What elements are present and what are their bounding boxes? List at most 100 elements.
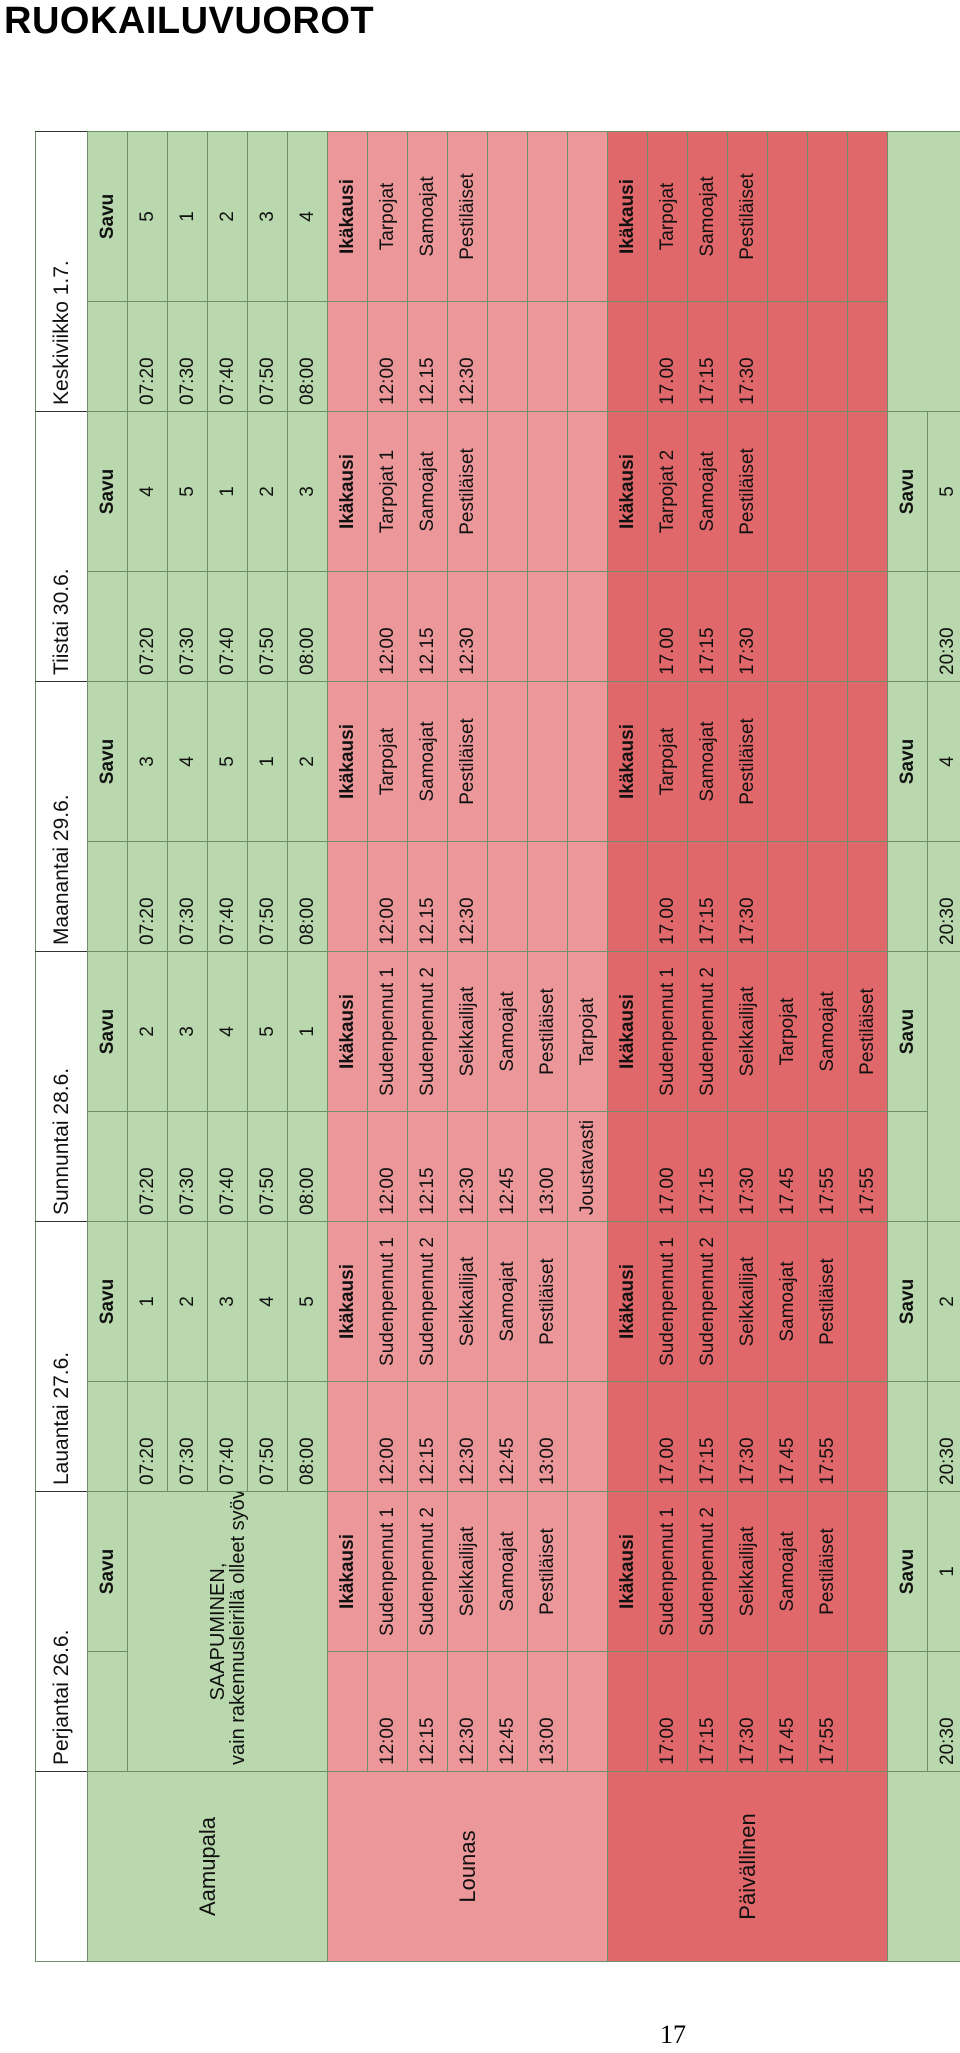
age-group-cell — [847, 411, 888, 572]
time-cell — [567, 1651, 608, 1772]
age-group-cell: Seikkailijat — [447, 1491, 488, 1652]
time-cell — [527, 571, 568, 682]
time-cell — [487, 841, 528, 952]
age-group-cell: Seikkailijat — [727, 951, 768, 1112]
time-cell: 17:55 — [847, 1111, 888, 1222]
paivallinen-row: 17:30 Seikkailijat 17:30 Seikkailijat 17:30 S… — [727, 131, 768, 1962]
time-cell: 17:15 — [687, 841, 728, 952]
savu-number: 2 — [207, 131, 248, 302]
time-cell: 12.15 — [407, 841, 448, 952]
time-cell: 13:00 — [527, 1651, 568, 1772]
savu-header: Savu — [87, 1491, 128, 1652]
ikakausi-header: Ikäkausi — [327, 131, 368, 302]
age-group-cell: Tarpojat — [647, 131, 688, 302]
age-group-cell — [807, 411, 848, 572]
time-cell: 08:00 — [287, 1381, 328, 1492]
time-cell: 17:55 — [807, 1381, 848, 1492]
age-group-cell: Sudenpennut 1 — [647, 1491, 688, 1652]
time-cell: 07:40 — [207, 841, 248, 952]
age-group-cell: Pestiläiset — [527, 951, 568, 1112]
ikakausi-header: Ikäkausi — [607, 1221, 648, 1382]
savu-header: Savu — [87, 951, 128, 1112]
time-cell — [847, 301, 888, 412]
time-cell: 07:30 — [167, 571, 208, 682]
time-cell: 17:30 — [727, 1111, 768, 1222]
savu-number: 1 — [127, 1221, 168, 1382]
savu-number: 3 — [167, 951, 208, 1112]
time-header-blank — [887, 571, 928, 682]
age-group-cell — [487, 131, 528, 302]
age-group-cell: Sudenpennut 2 — [407, 1491, 448, 1652]
time-cell: 13:00 — [527, 1111, 568, 1222]
age-group-cell: Pestiläiset — [807, 1491, 848, 1652]
time-cell: 20:30 — [927, 1381, 960, 1492]
age-group-cell: Samoajat — [687, 131, 728, 302]
time-cell — [487, 301, 528, 412]
age-group-cell — [847, 1221, 888, 1382]
age-group-cell — [567, 411, 608, 572]
time-cell: 07:20 — [127, 571, 168, 682]
time-header-blank — [607, 571, 648, 682]
time-cell: 12:00 — [367, 1651, 408, 1772]
age-group-cell: Seikkailijat — [447, 1221, 488, 1382]
time-header-blank — [887, 1381, 928, 1492]
savu-header: Savu — [87, 411, 128, 572]
time-header-blank — [327, 1381, 368, 1492]
time-cell: 17:15 — [687, 1651, 728, 1772]
age-group-cell: Pestiläiset — [807, 1221, 848, 1382]
schedule-table: Perjantai 26.6. Lauantai 27.6. Sunnuntai 2… — [35, 131, 960, 1962]
time-cell: 17:30 — [727, 1651, 768, 1772]
time-cell: 12:00 — [367, 301, 408, 412]
ikakausi-header: Ikäkausi — [607, 951, 648, 1112]
age-group-cell: Sudenpennut 1 — [367, 951, 408, 1112]
age-group-cell — [847, 131, 888, 302]
time-cell: 07:50 — [247, 571, 288, 682]
time-cell: 12:45 — [487, 1111, 528, 1222]
joustavasti-cell: Joustavasti — [567, 1111, 608, 1222]
age-group-cell: Tarpojat 2 — [647, 411, 688, 572]
time-cell: 17:15 — [687, 1381, 728, 1492]
ikakausi-header: Ikäkausi — [327, 1491, 368, 1652]
time-cell — [847, 571, 888, 682]
time-cell: 17.00 — [647, 841, 688, 952]
time-header-blank — [607, 301, 648, 412]
age-group-cell: Samoajat — [487, 1221, 528, 1382]
age-group-cell: Seikkailijat — [727, 1491, 768, 1652]
time-header-blank — [327, 1651, 368, 1772]
savu-number: 5 — [207, 681, 248, 842]
age-group-cell: Sudenpennut 1 — [647, 951, 688, 1112]
time-cell: 17:30 — [727, 301, 768, 412]
age-group-cell: Pestiläiset — [447, 411, 488, 572]
time-cell: 17:15 — [687, 571, 728, 682]
paivallinen-row: 17.45 Samoajat 17.45 Samoajat 17.45 Tarpojat — [767, 131, 808, 1962]
time-cell: 08:00 — [287, 1111, 328, 1222]
age-group-cell: Pestiläiset — [447, 681, 488, 842]
time-cell: 17.00 — [647, 1381, 688, 1492]
iltapala-header-row: IltapalaSavuSavuSavuSavuSavuKOTIIN, vain… — [887, 131, 960, 1962]
time-header-blank — [607, 1651, 648, 1772]
age-group-cell: Sudenpennut 1 — [367, 1221, 408, 1382]
age-group-cell: Tarpojat — [567, 951, 608, 1112]
time-cell — [807, 301, 848, 412]
savu-number: 2 — [287, 681, 328, 842]
time-cell: 12:15 — [407, 1381, 448, 1492]
schedule-rotated-container: Perjantai 26.6. Lauantai 27.6. Sunnuntai 2… — [35, 131, 960, 1962]
time-header-blank — [887, 1651, 928, 1772]
paivallinen-label: Päivällinen — [607, 1771, 888, 1962]
savu-number: 1 — [287, 951, 328, 1112]
savu-header: Savu — [87, 681, 128, 842]
time-header-blank — [87, 1111, 128, 1222]
age-group-cell: Samoajat — [407, 411, 448, 572]
day-header: Keskiviikko 1.7. — [35, 131, 88, 412]
time-cell: 08:00 — [287, 571, 328, 682]
time-cell: 12:30 — [447, 301, 488, 412]
savu-number: 5 — [167, 411, 208, 572]
age-group-cell: Samoajat — [687, 681, 728, 842]
time-cell: 12:30 — [447, 1111, 488, 1222]
age-group-cell: Pestiläiset — [527, 1491, 568, 1652]
kotiin-note: KOTIIN, vain purkuleirillejäävät syö — [887, 131, 960, 412]
time-cell: 12:00 — [367, 841, 408, 952]
savu-number: 2 — [247, 411, 288, 572]
time-header-blank — [87, 301, 128, 412]
omaan-tahtiin-note: Omaan tahtiin, sudenpennutja seikkailija… — [927, 951, 960, 1222]
